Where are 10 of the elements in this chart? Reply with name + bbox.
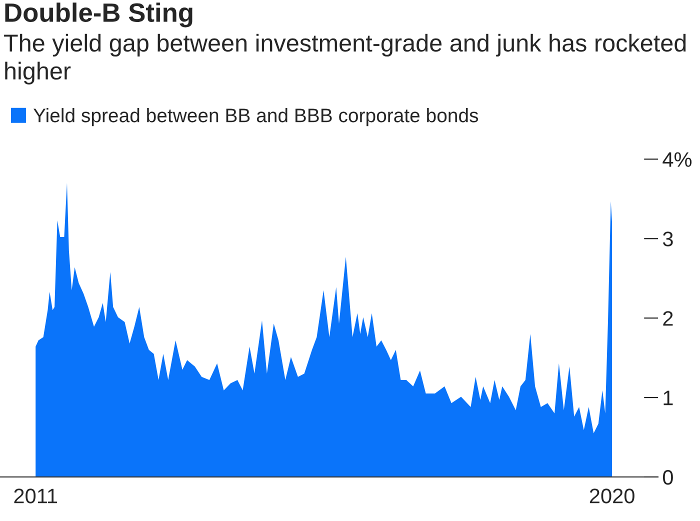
y-tick-label: 3	[662, 232, 673, 246]
x-tick-label: 2011	[14, 488, 57, 504]
chart-subtitle: The yield gap between investment-grade and junk has rocketed higher	[4, 34, 686, 84]
y-tick-label: 0	[662, 470, 673, 485]
y-tick-label: 1	[664, 390, 673, 406]
chart-title: Double-B Sting	[5, 2, 192, 28]
y-tick-label: 2	[663, 311, 673, 326]
legend-label: Yield spread between BB and BBB corporate bonds	[33, 108, 478, 126]
y-tick-label: 4%	[662, 152, 692, 167]
x-tick-label: 2020	[590, 488, 634, 504]
